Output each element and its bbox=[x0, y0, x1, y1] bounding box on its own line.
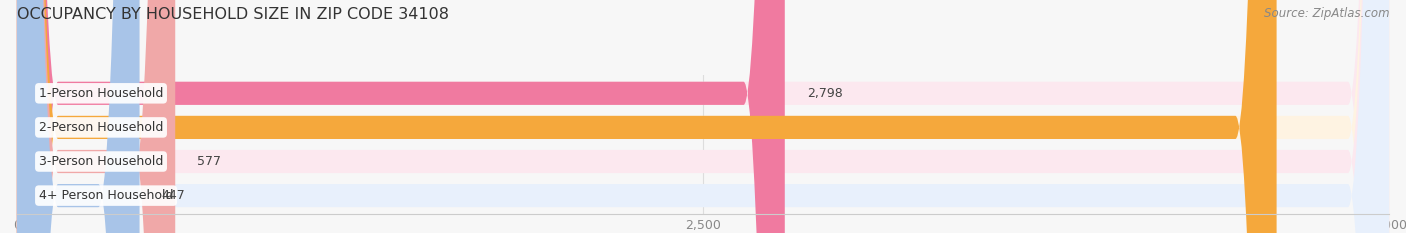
Text: 2,798: 2,798 bbox=[807, 87, 842, 100]
FancyBboxPatch shape bbox=[17, 0, 1389, 233]
Text: OCCUPANCY BY HOUSEHOLD SIZE IN ZIP CODE 34108: OCCUPANCY BY HOUSEHOLD SIZE IN ZIP CODE … bbox=[17, 7, 449, 22]
Text: 1-Person Household: 1-Person Household bbox=[39, 87, 163, 100]
FancyBboxPatch shape bbox=[17, 0, 1277, 233]
FancyBboxPatch shape bbox=[17, 0, 176, 233]
Text: 2-Person Household: 2-Person Household bbox=[39, 121, 163, 134]
Text: 3-Person Household: 3-Person Household bbox=[39, 155, 163, 168]
Text: 577: 577 bbox=[197, 155, 221, 168]
FancyBboxPatch shape bbox=[17, 0, 1389, 233]
FancyBboxPatch shape bbox=[17, 0, 1389, 233]
FancyBboxPatch shape bbox=[17, 0, 785, 233]
Text: 4+ Person Household: 4+ Person Household bbox=[39, 189, 173, 202]
FancyBboxPatch shape bbox=[17, 0, 1389, 233]
FancyBboxPatch shape bbox=[17, 0, 139, 233]
Text: Source: ZipAtlas.com: Source: ZipAtlas.com bbox=[1264, 7, 1389, 20]
Text: 447: 447 bbox=[162, 189, 186, 202]
